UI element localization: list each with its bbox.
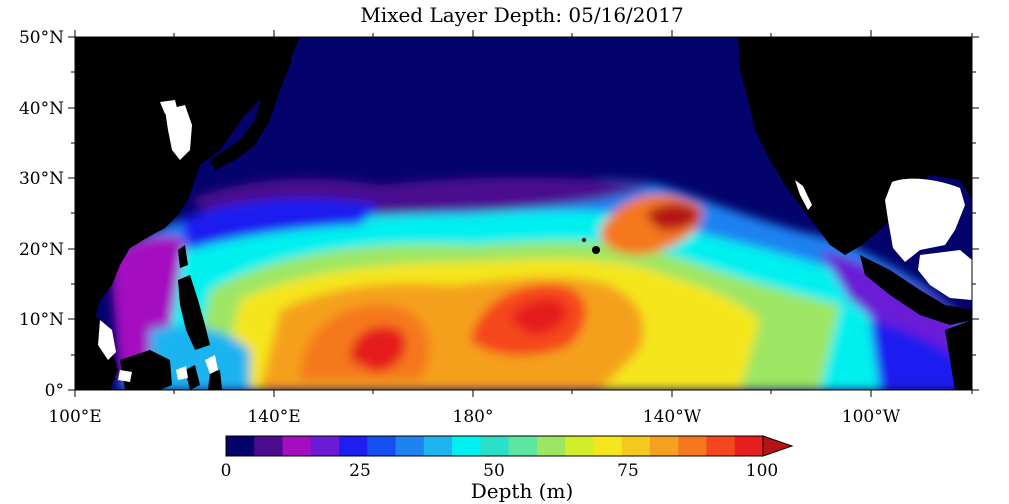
colorbar-cell xyxy=(480,436,510,456)
colorbar-cell xyxy=(649,436,679,456)
colorbar-cell xyxy=(678,436,707,456)
colorbar-tick-75: 75 xyxy=(617,461,639,481)
colorbar-tick-50: 50 xyxy=(483,461,505,481)
depth-field xyxy=(110,177,972,390)
lat-label-40n: 40°N xyxy=(19,99,64,119)
colorbar-cell xyxy=(282,436,312,456)
mld-map xyxy=(75,37,972,390)
colorbar-tick-25: 25 xyxy=(349,461,371,481)
colorbar-cell xyxy=(593,436,623,456)
colorbar-tick-0: 0 xyxy=(221,461,232,481)
colorbar-tick-100: 100 xyxy=(746,461,778,481)
colorbar-cell xyxy=(226,436,255,456)
missing-data xyxy=(98,100,972,382)
colorbar-cell xyxy=(565,436,594,456)
colorbar-cell xyxy=(706,436,736,456)
lon-label-180: 180° xyxy=(453,407,494,427)
colorbar-cell xyxy=(734,436,764,456)
lat-label-10n: 10°N xyxy=(19,310,64,330)
lon-label-100w: 100°W xyxy=(842,407,901,427)
colorbar: 0 25 50 75 100 Depth (m) xyxy=(221,435,794,503)
latitude-labels: 50°N 40°N 30°N 20°N 10°N 0° xyxy=(19,28,64,401)
colorbar-cell xyxy=(310,436,340,456)
lat-label-20n: 20°N xyxy=(19,240,64,260)
colorbar-cell xyxy=(395,436,425,456)
colorbar-cell xyxy=(536,436,566,456)
japan xyxy=(210,55,292,170)
colorbar-cell xyxy=(367,436,397,456)
lon-label-140e: 140°E xyxy=(247,407,300,427)
axis-ticks xyxy=(68,30,979,397)
longitude-labels: 100°E 140°E 180° 140°W 100°W xyxy=(48,407,900,427)
colorbar-cell xyxy=(508,436,538,456)
lon-label-100e: 100°E xyxy=(48,407,101,427)
asia-landmass xyxy=(75,37,300,390)
lat-label-0: 0° xyxy=(45,381,64,401)
philippines xyxy=(178,275,210,350)
lat-label-30n: 30°N xyxy=(19,169,64,189)
map-title: Mixed Layer Depth: 05/16/2017 xyxy=(360,3,683,27)
colorbar-cell xyxy=(621,436,651,456)
colorbar-cell xyxy=(452,436,481,456)
colorbar-cell xyxy=(254,436,284,456)
lat-label-50n: 50°N xyxy=(19,28,64,48)
colorbar-cells xyxy=(225,435,764,457)
gulf-of-mexico xyxy=(885,178,965,262)
colorbar-extend-arrow xyxy=(762,435,794,457)
lon-label-140w: 140°W xyxy=(643,407,702,427)
colorbar-cell xyxy=(423,436,453,456)
colorbar-label: Depth (m) xyxy=(471,479,574,503)
colorbar-cell xyxy=(339,436,368,456)
north-america-landmass xyxy=(738,37,972,255)
